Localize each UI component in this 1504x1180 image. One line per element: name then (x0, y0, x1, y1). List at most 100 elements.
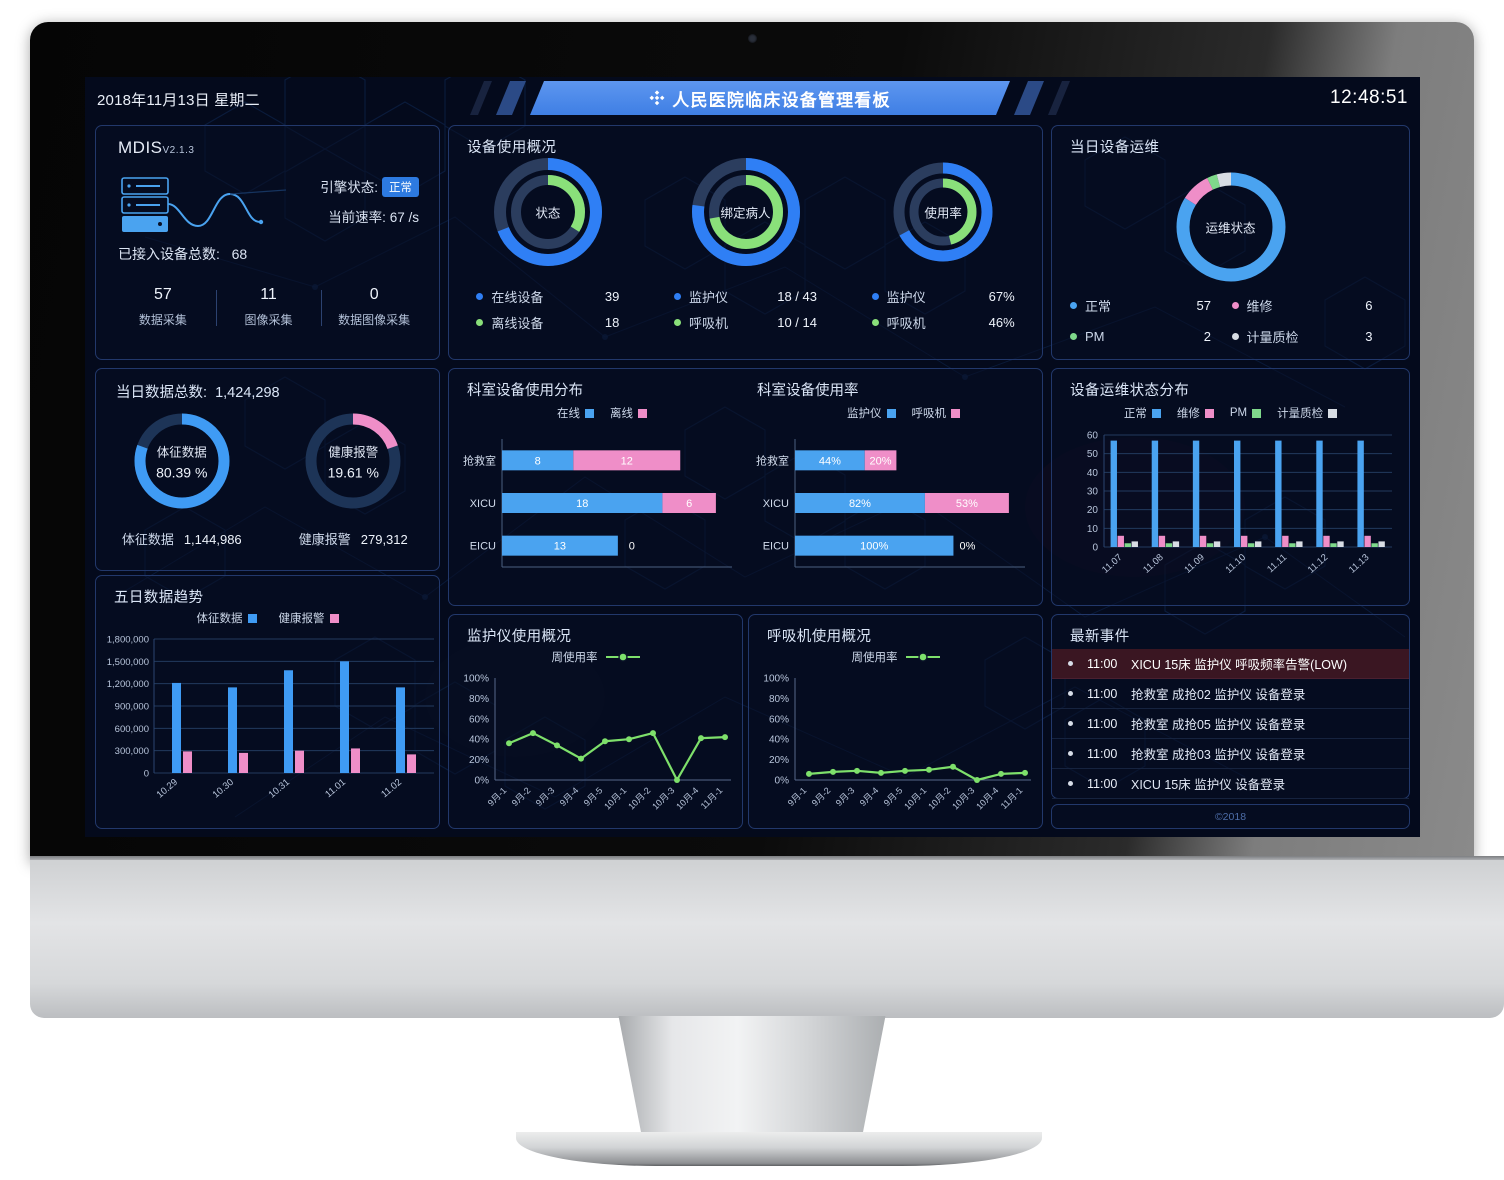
mdis-stats: 57 数据采集 11 图像采集 0 数据图像采集 (110, 286, 427, 328)
legend-swatch (951, 408, 960, 418)
server-wave-icon (121, 177, 287, 232)
footer-item: 体征数据 1,144,986 (96, 529, 268, 548)
footer-label: 健康报警 (298, 532, 351, 547)
ventilator-usage-chart: 100%80%60%40%20%0%9月-1 9月-2 9月-3 9月-4 9月-510… (763, 674, 1031, 812)
legend-line-marker (905, 652, 940, 662)
legend-item: 正常 (1124, 405, 1161, 421)
event-time: 11:00 (1087, 656, 1118, 671)
legend-name: 呼吸机 (911, 408, 947, 420)
dept-rate-title: 科室设备使用率 (757, 383, 859, 399)
legend-name: 呼吸机 (689, 316, 729, 331)
svg-text:EICU: EICU (470, 541, 496, 553)
svg-text:0: 0 (1092, 543, 1098, 554)
usage-gauge-2: 使用率 监护仪 67% 呼吸机 46% (844, 152, 1042, 332)
svg-text:12: 12 (621, 455, 633, 467)
dept-dist-legend: 在线 离线 (557, 405, 647, 421)
svg-text:40%: 40% (469, 735, 489, 746)
stat-label: 数据采集 (138, 313, 187, 327)
engine-status-label: 引擎状态: (320, 180, 378, 195)
maintenance-bars-legend: 正常 维修 PM 计量质检 (1052, 405, 1409, 421)
svg-text:44%: 44% (819, 455, 841, 467)
usage-gauge-1: 绑定病人 监护仪 18 / 43 呼吸机 10 / 14 (647, 152, 845, 332)
svg-text:11.07: 11.07 (1100, 552, 1125, 576)
event-row[interactable]: 11:00 抢救室 成抢02 监护仪 设备登录 (1052, 679, 1409, 709)
events-list[interactable]: 11:00 XICU 15床 监护仪 呼吸频率告警(LOW) 11:00 抢救室 成抢… (1052, 649, 1409, 799)
svg-text:1,800,000: 1,800,000 (107, 635, 149, 646)
department-panel: 科室设备使用分布 科室设备使用率 在线 离线 监护仪 呼吸机 抢救室 8 12 XIC (448, 368, 1043, 606)
legend-item: 在线 (557, 405, 594, 421)
stat-item: 0 数据图像采集 (321, 286, 427, 328)
monitor-neck (618, 1016, 886, 1148)
cluster-icon (649, 90, 665, 106)
stat-item: 11 图像采集 (215, 286, 322, 328)
stat-label: 数据图像采集 (338, 313, 411, 327)
svg-text:1,200,000: 1,200,000 (107, 679, 149, 690)
bullet-icon (1068, 661, 1073, 666)
engine-status-badge: 正常 (382, 177, 419, 197)
ventilator-usage-panel: 呼吸机使用概况 周使用率 100% 80% 60% 40% 20% 0% 9月-1 9月-2 9… (748, 614, 1043, 829)
svg-text:20%: 20% (870, 455, 892, 467)
legend-line-marker (605, 652, 640, 662)
legend-item: 健康报警 (279, 610, 339, 626)
monitor-foot (516, 1132, 1042, 1166)
svg-text:9月-2: 9月-2 (810, 785, 833, 808)
dept-dist-chart: 抢救室 8 12 XICU 18 6 EICU 13 0 (463, 439, 732, 568)
event-time: 11:00 (1087, 776, 1118, 791)
legend-value: 3 (1365, 329, 1373, 344)
legend-item: 呼吸机 (911, 405, 960, 421)
svg-text:9月-1: 9月-1 (786, 785, 809, 808)
event-time: 11:00 (1087, 746, 1118, 761)
event-row[interactable]: 11:00 抢救室 成抢03 监护仪 设备登录 (1052, 739, 1409, 769)
svg-text:40: 40 (1087, 468, 1099, 479)
gauge-center-label: 使用率 (924, 206, 962, 221)
svg-text:100%: 100% (463, 674, 489, 685)
svg-text:82%: 82% (849, 498, 871, 510)
daily-data-title: 当日数据总数: 1,424,298 (116, 381, 280, 402)
copyright-text: ©2018 (1214, 810, 1247, 823)
donut-center: 体征数据 80.39 % (156, 442, 207, 481)
legend-name: 周使用率 (551, 652, 598, 664)
header-clock: 12:48:51 (1330, 87, 1408, 108)
legend-row: PM 2 (1070, 327, 1232, 346)
legend-row: 计量质检 3 (1231, 327, 1394, 346)
gauge-legend: 监护仪 18 / 43 呼吸机 10 / 14 (674, 280, 817, 332)
svg-text:60%: 60% (769, 714, 789, 725)
svg-text:抢救室: 抢救室 (756, 453, 789, 467)
donut-center-pct: 19.61 % (327, 464, 379, 481)
maintenance-bars-title: 设备运维状态分布 (1070, 383, 1190, 399)
legend-swatch (1151, 408, 1161, 418)
svg-text:11.09: 11.09 (1182, 552, 1207, 576)
event-row[interactable]: 11:00 抢救室 成抢05 监护仪 设备登录 (1052, 709, 1409, 739)
stat-value: 11 (260, 286, 277, 303)
svg-text:11.13: 11.13 (1347, 552, 1372, 576)
svg-text:抢救室: 抢救室 (463, 453, 496, 467)
usage-overview-title: 设备使用概况 (467, 140, 557, 156)
daily-data-label: 当日数据总数: (116, 385, 208, 401)
svg-text:9月-4: 9月-4 (558, 785, 581, 808)
event-row[interactable]: 11:00 XICU 15床 监护仪 设备登录 (1052, 769, 1409, 799)
legend-name: 计量质检 (1246, 330, 1299, 345)
legend-item: 离线 (610, 405, 647, 421)
svg-text:80%: 80% (769, 694, 789, 705)
total-devices-value: 68 (231, 246, 248, 262)
legend-value: 2 (1203, 329, 1211, 344)
svg-text:9月-1: 9月-1 (486, 785, 509, 808)
dept-rate-chart: 抢救室 44% 20% XICU 82% 53% EICU 100% 0% (756, 439, 1025, 568)
footer-value: 1,144,986 (183, 532, 242, 547)
webcam-icon (748, 34, 757, 43)
legend-item: 监护仪 (847, 405, 896, 421)
legend-name: 体征数据 (196, 613, 243, 625)
svg-text:100%: 100% (860, 541, 888, 553)
header-banner: 人民医院临床设备管理看板 (430, 81, 1075, 115)
svg-text:9月-2: 9月-2 (510, 785, 533, 808)
legend-row: 在线设备 39 (476, 287, 619, 306)
event-row[interactable]: 11:00 XICU 15床 监护仪 呼吸频率告警(LOW) (1052, 649, 1409, 679)
legend-row: 离线设备 18 (476, 313, 619, 332)
svg-text:XICU: XICU (470, 498, 496, 510)
legend-item: 维修 (1177, 405, 1214, 421)
trend-title: 五日数据趋势 (114, 590, 204, 606)
legend-name: 离线设备 (491, 316, 544, 331)
mdis-title: MDISV2.1.3 (118, 138, 194, 158)
stat-label: 图像采集 (244, 313, 293, 327)
legend-name: PM (1085, 329, 1105, 344)
